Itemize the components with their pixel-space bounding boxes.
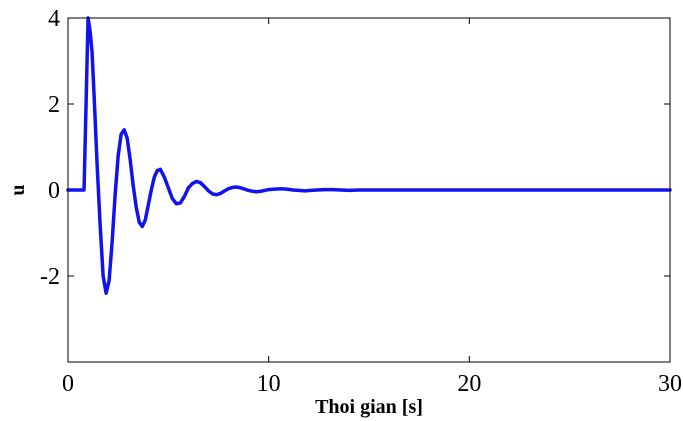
x-tick-label: 0 [62,371,74,397]
x-tick-label: 10 [257,371,281,397]
x-axis-ticks: 0 10 20 30 [62,18,682,397]
y-tick-label: 0 [48,178,60,204]
y-tick-label: 2 [48,92,60,118]
y-tick-label: 4 [48,6,60,32]
y-axis-label: u [7,184,29,195]
x-axis-label: Thoi gian [s] [315,396,423,418]
x-tick-label: 20 [457,371,481,397]
axes-box [67,17,671,363]
y-tick-label: -2 [40,264,60,290]
series-line [66,16,672,295]
series-layer [66,16,672,295]
x-tick-label: 30 [658,371,682,397]
